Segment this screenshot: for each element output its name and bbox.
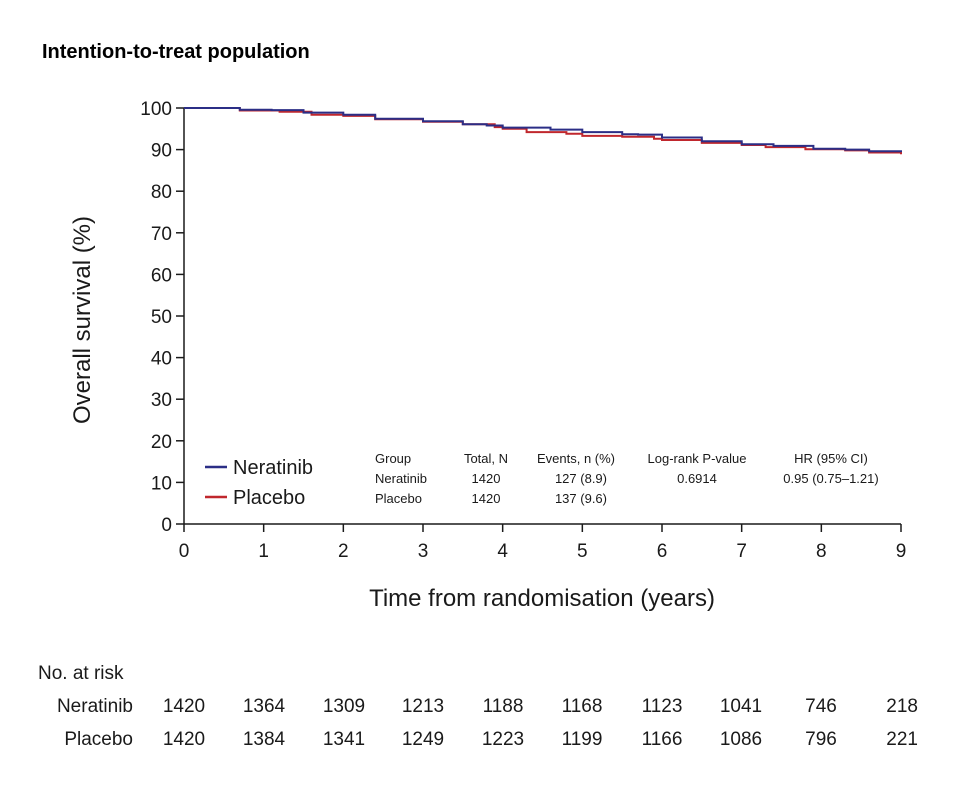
y-tick-label: 80: [151, 182, 172, 203]
y-tick-label: 40: [151, 349, 172, 370]
y-tick-label: 70: [151, 224, 172, 245]
legend-label: Placebo: [233, 487, 305, 509]
risk-value: 221: [886, 729, 918, 750]
risk-value: 1309: [323, 696, 365, 717]
risk-table: No. at risk Neratinib 1420 1364 1309 1213 1188…: [38, 663, 918, 750]
risk-value: 1166: [642, 729, 683, 750]
risk-value: 746: [805, 696, 837, 717]
risk-row-label: Placebo: [64, 729, 133, 750]
chart-title: Intention-to-treat population: [42, 41, 310, 63]
survival-curves: [184, 107, 902, 155]
x-tick-label: 5: [577, 541, 588, 562]
risk-value: 1188: [483, 696, 524, 717]
stats-header: HR (95% CI): [794, 451, 868, 466]
x-tick-label: 9: [896, 541, 907, 562]
y-tick-label: 20: [151, 432, 172, 453]
y-axis-title: Overall survival (%): [69, 216, 96, 424]
risk-value: 1041: [720, 696, 762, 717]
stats-cell: Placebo: [375, 491, 422, 506]
x-tick-label: 8: [816, 541, 827, 562]
y-tick-label: 60: [151, 265, 172, 286]
risk-value: 1420: [163, 729, 205, 750]
stats-header: Events, n (%): [537, 451, 615, 466]
stats-header: Total, N: [464, 451, 508, 466]
stats-cell: 1420: [472, 491, 501, 506]
y-tick-label: 100: [140, 99, 172, 120]
survival-curve-placebo: [184, 107, 902, 155]
risk-value: 1168: [562, 696, 603, 717]
legend-label: Neratinib: [233, 457, 313, 479]
risk-value: 1249: [402, 729, 444, 750]
y-tick-label: 90: [151, 141, 172, 162]
risk-value: 1384: [243, 729, 286, 750]
risk-value: 1213: [402, 696, 444, 717]
x-tick-label: 7: [736, 541, 747, 562]
y-tick-label: 50: [151, 307, 172, 328]
x-tick-label: 2: [338, 541, 349, 562]
stats-cell: 127 (8.9): [555, 471, 607, 486]
stats-header: Log-rank P-value: [648, 451, 747, 466]
stats-cell: Neratinib: [375, 471, 427, 486]
x-axis-title: Time from randomisation (years): [369, 585, 715, 612]
stats-cell: 0.6914: [677, 471, 717, 486]
legend: Neratinib Placebo: [205, 457, 313, 509]
stats-cell: 137 (9.6): [555, 491, 607, 506]
risk-value: 1341: [323, 729, 365, 750]
x-tick-label: 6: [657, 541, 668, 562]
risk-value: 1199: [562, 729, 603, 750]
risk-value: 1364: [243, 696, 286, 717]
risk-value: 1420: [163, 696, 205, 717]
axes: 0 10 20 30 40 50 60 70 80 90 100 0 1 2 3 4 5 6 7 8 9: [140, 99, 906, 562]
stats-cell: 0.95 (0.75–1.21): [783, 471, 878, 486]
stats-header: Group: [375, 451, 411, 466]
survival-curve-neratinib: [184, 107, 902, 153]
risk-value: 796: [805, 729, 837, 750]
risk-row-label: Neratinib: [57, 696, 133, 717]
risk-value: 1086: [720, 729, 762, 750]
stats-table: Group Total, N Events, n (%) Log-rank P-val…: [375, 451, 879, 506]
x-tick-label: 3: [418, 541, 429, 562]
x-tick-label: 4: [497, 541, 508, 562]
risk-value: 1123: [642, 696, 683, 717]
x-tick-label: 0: [179, 541, 190, 562]
risk-value: 218: [886, 696, 918, 717]
x-tick-label: 1: [258, 541, 269, 562]
y-tick-label: 10: [151, 473, 172, 494]
y-tick-label: 0: [161, 515, 172, 536]
y-tick-label: 30: [151, 390, 172, 411]
risk-value: 1223: [482, 729, 524, 750]
risk-table-title: No. at risk: [38, 663, 124, 684]
stats-cell: 1420: [472, 471, 501, 486]
